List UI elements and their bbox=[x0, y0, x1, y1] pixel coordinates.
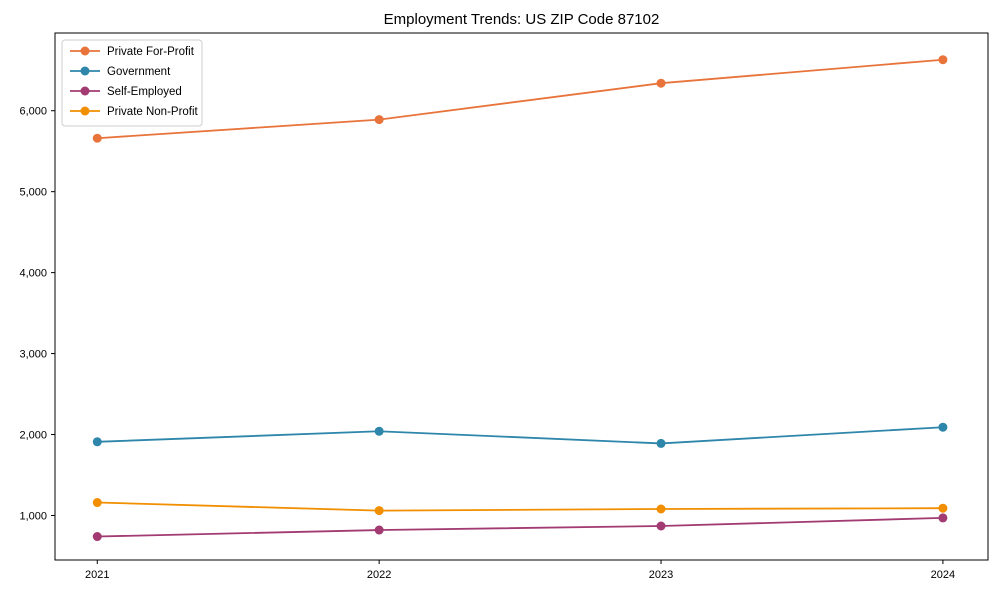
legend-sample-marker bbox=[80, 46, 90, 56]
data-point-marker bbox=[374, 115, 384, 125]
y-tick-label: 6,000 bbox=[19, 106, 47, 118]
y-tick-label: 1,000 bbox=[19, 510, 47, 522]
data-point-marker bbox=[92, 133, 102, 143]
data-point-marker bbox=[656, 504, 666, 514]
legend-sample-marker bbox=[80, 66, 90, 76]
legend-box bbox=[61, 39, 203, 127]
legend-item-label: Self-Employed bbox=[107, 86, 182, 98]
legend-sample-marker bbox=[80, 86, 90, 96]
chart-title: Employment Trends: US ZIP Code 87102 bbox=[383, 11, 660, 28]
legend-item-label: Private Non-Profit bbox=[107, 106, 199, 118]
data-point-marker bbox=[374, 426, 384, 436]
data-point-marker bbox=[656, 438, 666, 448]
x-tick-label: 2024 bbox=[931, 569, 955, 581]
data-point-marker bbox=[938, 55, 948, 65]
legend-item-label: Private For-Profit bbox=[107, 46, 195, 58]
legend-item-label: Government bbox=[107, 66, 171, 78]
data-point-marker bbox=[92, 532, 102, 542]
data-point-marker bbox=[656, 521, 666, 531]
series-line bbox=[97, 426, 943, 445]
data-point-marker bbox=[374, 525, 384, 535]
series-line bbox=[97, 58, 943, 140]
series-line bbox=[97, 501, 943, 512]
y-tick-label: 5,000 bbox=[19, 187, 47, 199]
data-point-marker bbox=[656, 78, 666, 88]
data-point-marker bbox=[92, 498, 102, 508]
series-line bbox=[97, 517, 943, 538]
data-point-marker bbox=[92, 437, 102, 447]
data-point-marker bbox=[938, 503, 948, 513]
plot-border bbox=[54, 32, 989, 561]
x-tick-label: 2021 bbox=[85, 569, 109, 581]
x-tick-label: 2023 bbox=[649, 569, 673, 581]
x-tick-label: 2022 bbox=[367, 569, 391, 581]
data-point-marker bbox=[938, 422, 948, 432]
data-point-marker bbox=[938, 513, 948, 523]
data-point-marker bbox=[374, 506, 384, 516]
y-tick-label: 2,000 bbox=[19, 430, 47, 442]
legend-sample-marker bbox=[80, 106, 90, 116]
y-tick-label: 3,000 bbox=[19, 349, 47, 361]
y-tick-label: 4,000 bbox=[19, 268, 47, 280]
